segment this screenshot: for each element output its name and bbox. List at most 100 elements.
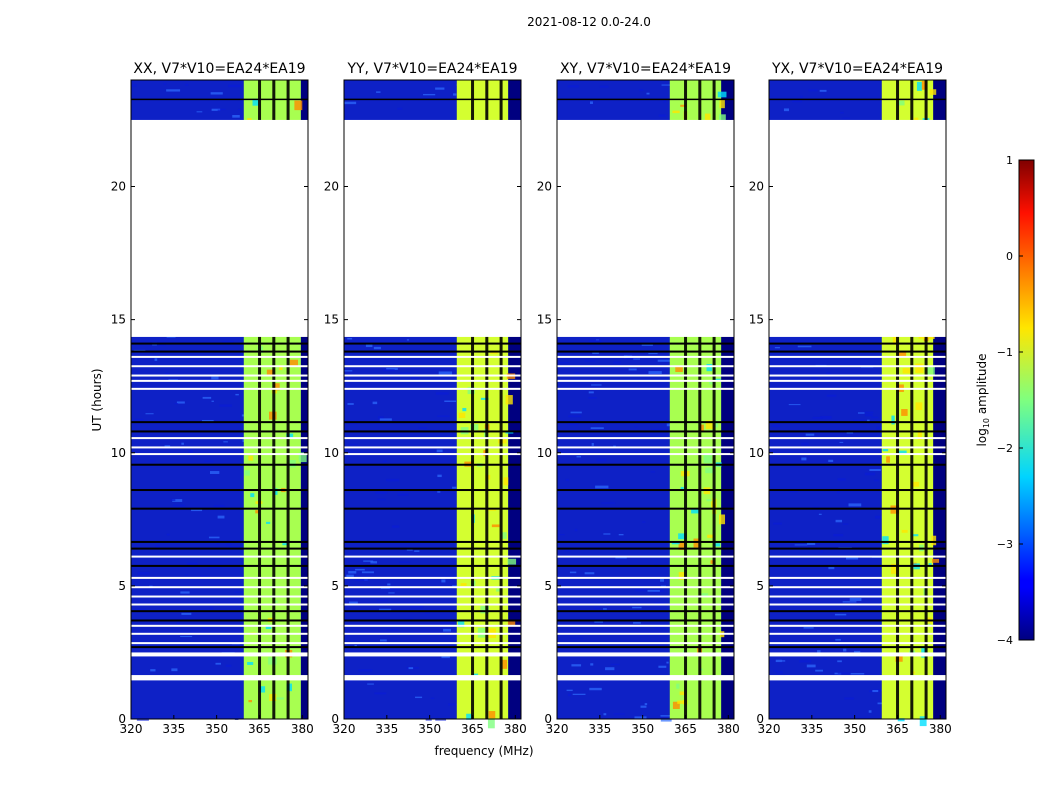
noise-speckle	[567, 423, 579, 426]
rfi-blob	[279, 365, 283, 371]
flag-row	[344, 350, 521, 353]
data-gap	[344, 675, 521, 681]
noise-speckle	[595, 485, 609, 489]
flag-row	[769, 619, 946, 622]
flag-row	[344, 430, 521, 433]
noise-speckle	[654, 627, 666, 630]
flag-row	[769, 595, 946, 598]
data-gap	[557, 652, 734, 657]
flagged-channel	[272, 80, 276, 719]
noise-speckle	[839, 441, 844, 443]
noise-speckle	[386, 478, 400, 482]
noise-speckle	[208, 536, 220, 539]
noise-speckle	[633, 358, 641, 360]
y-tick-label: 20	[537, 180, 552, 194]
noise-speckle	[234, 591, 245, 593]
y-tick-label: 0	[756, 712, 764, 726]
flag-row	[557, 98, 734, 101]
noise-speckle	[346, 574, 354, 578]
noise-speckle	[596, 458, 607, 462]
x-tick-label: 320	[758, 722, 781, 736]
noise-speckle	[647, 589, 660, 592]
panel-title: XY, V7*V10=EA24*EA19	[560, 61, 731, 77]
data-gap	[344, 119, 521, 337]
noise-speckle	[134, 608, 146, 612]
flagged-channel	[286, 80, 290, 719]
noise-speckle	[223, 441, 228, 443]
flagged-channel	[712, 80, 716, 719]
flag-row	[344, 374, 521, 377]
flag-row	[769, 430, 946, 433]
figure-suptitle: 2021-08-12 0.0-24.0	[527, 15, 651, 29]
noise-speckle	[801, 442, 809, 446]
y-tick-label: 5	[544, 579, 552, 593]
flag-row	[131, 489, 308, 492]
flag-row	[769, 547, 946, 550]
flag-row	[557, 642, 734, 645]
flag-row	[344, 507, 521, 510]
flag-row	[769, 374, 946, 377]
data-gap	[769, 675, 946, 681]
noise-speckle	[382, 369, 395, 372]
noise-speckle	[387, 583, 391, 586]
noise-speckle	[564, 549, 571, 552]
x-tick-label: 320	[333, 722, 356, 736]
noise-speckle	[626, 357, 637, 360]
rfi-blob	[503, 477, 509, 486]
noise-speckle	[440, 621, 455, 624]
rfi-blob	[717, 91, 727, 98]
noise-speckle	[176, 620, 180, 624]
noise-speckle	[873, 689, 885, 692]
flag-row	[131, 463, 308, 466]
rfi-blob	[897, 718, 905, 722]
flag-row	[557, 632, 734, 635]
flag-row	[131, 632, 308, 635]
noise-speckle	[408, 667, 414, 670]
noise-speckle	[599, 85, 609, 88]
rfi-blob	[248, 699, 253, 703]
noise-speckle	[145, 413, 154, 415]
data-gap	[344, 652, 521, 657]
rfi-blob	[507, 621, 516, 626]
noise-speckle	[868, 710, 872, 713]
flag-row	[131, 555, 308, 558]
noise-speckle	[797, 345, 812, 348]
noise-speckle	[774, 347, 780, 349]
noise-speckle	[235, 393, 239, 396]
noise-speckle	[131, 715, 139, 717]
noise-speckle	[441, 579, 446, 583]
noise-speckle	[603, 533, 611, 535]
rfi-blob	[679, 691, 685, 696]
y-tick-label: 10	[111, 446, 126, 460]
noise-speckle	[783, 108, 790, 112]
noise-speckle	[843, 648, 847, 652]
flag-row	[769, 350, 946, 353]
flagged-channel	[471, 80, 475, 719]
flag-row	[769, 555, 946, 558]
flagged-channel	[896, 80, 900, 719]
flag-row	[344, 564, 521, 567]
noise-speckle	[209, 471, 220, 474]
x-tick-label: 335	[162, 722, 185, 736]
flagged-channel	[258, 80, 262, 719]
rfi-blob	[914, 117, 919, 122]
noise-speckle	[202, 626, 210, 630]
panel-title: XX, V7*V10=EA24*EA19	[133, 61, 305, 77]
y-tick-label: 20	[749, 180, 764, 194]
panel-frame	[343, 79, 522, 720]
rfi-blob	[704, 113, 711, 122]
flag-row	[131, 619, 308, 622]
noise-speckle	[172, 499, 183, 502]
noise-speckle	[819, 89, 827, 92]
flag-row	[769, 642, 946, 645]
noise-speckle	[406, 339, 410, 341]
noise-speckle	[584, 360, 595, 362]
noise-speckle	[348, 443, 358, 445]
x-tick-label: 350	[843, 722, 866, 736]
noise-speckle	[875, 515, 884, 519]
flagged-channel	[684, 80, 688, 719]
noise-speckle	[454, 504, 459, 507]
noise-speckle	[603, 713, 607, 716]
noise-speckle	[634, 426, 638, 428]
noise-speckle	[818, 513, 822, 515]
